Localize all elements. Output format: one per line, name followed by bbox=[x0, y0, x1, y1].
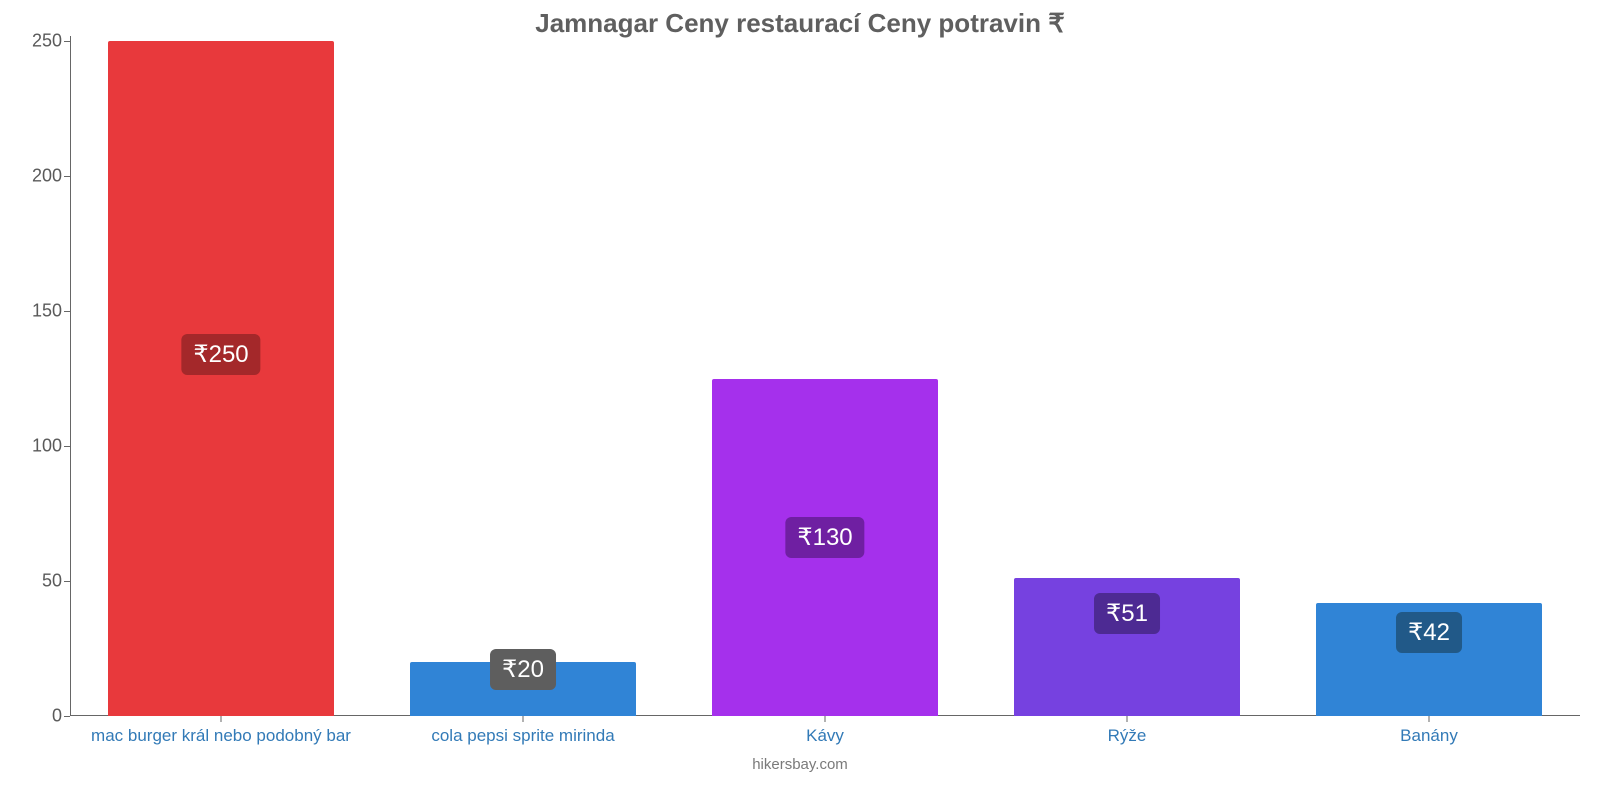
y-tick-mark bbox=[64, 311, 70, 312]
plot-area: 050100150200250mac burger král nebo podo… bbox=[70, 36, 1580, 716]
y-tick-mark bbox=[64, 446, 70, 447]
x-tick-label: Banány bbox=[1400, 726, 1458, 746]
y-tick-mark bbox=[64, 716, 70, 717]
x-tick-mark bbox=[1127, 716, 1128, 722]
y-tick-mark bbox=[64, 176, 70, 177]
y-tick-label: 150 bbox=[32, 301, 62, 322]
x-tick-mark bbox=[1429, 716, 1430, 722]
x-tick-label: mac burger král nebo podobný bar bbox=[91, 726, 351, 746]
bar bbox=[108, 41, 335, 716]
x-tick-mark bbox=[523, 716, 524, 722]
value-badge: ₹42 bbox=[1396, 612, 1462, 653]
y-tick-label: 50 bbox=[42, 571, 62, 592]
y-tick-label: 0 bbox=[52, 706, 62, 727]
attribution-text: hikersbay.com bbox=[0, 756, 1600, 773]
y-tick-label: 100 bbox=[32, 436, 62, 457]
y-tick-label: 250 bbox=[32, 31, 62, 52]
x-tick-label: Kávy bbox=[806, 726, 844, 746]
y-tick-mark bbox=[64, 581, 70, 582]
chart-container: Jamnagar Ceny restaurací Ceny potravin ₹… bbox=[0, 0, 1600, 800]
y-axis bbox=[70, 36, 71, 716]
value-badge: ₹250 bbox=[181, 334, 260, 375]
x-tick-mark bbox=[221, 716, 222, 722]
value-badge: ₹130 bbox=[785, 517, 864, 558]
x-tick-mark bbox=[825, 716, 826, 722]
x-tick-label: Rýže bbox=[1108, 726, 1147, 746]
chart-title: Jamnagar Ceny restaurací Ceny potravin ₹ bbox=[0, 8, 1600, 39]
bar-fill bbox=[108, 41, 335, 716]
y-tick-mark bbox=[64, 41, 70, 42]
x-tick-label: cola pepsi sprite mirinda bbox=[431, 726, 614, 746]
value-badge: ₹20 bbox=[490, 649, 556, 690]
value-badge: ₹51 bbox=[1094, 593, 1160, 634]
y-tick-label: 200 bbox=[32, 166, 62, 187]
